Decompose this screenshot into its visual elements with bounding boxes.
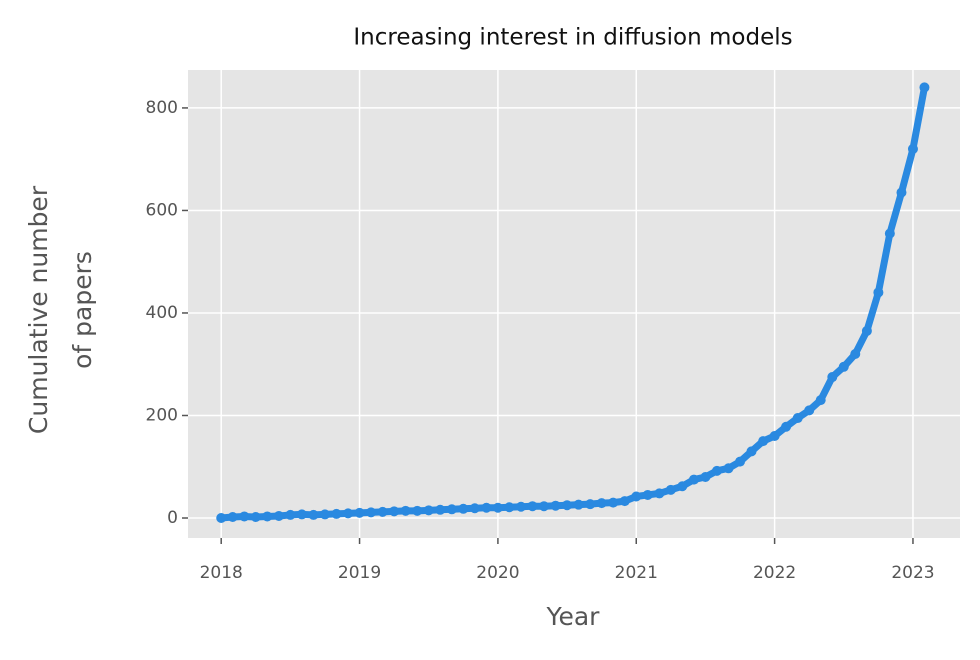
x-axis-label: Year <box>546 602 601 631</box>
y-axis-label-line: of papers <box>68 251 97 369</box>
data-point <box>308 509 319 520</box>
data-point <box>631 491 642 502</box>
y-axis-label: Cumulative number of papers <box>24 185 97 434</box>
data-point <box>769 430 780 441</box>
data-point <box>412 505 423 516</box>
data-point <box>792 413 803 424</box>
data-point <box>573 499 584 510</box>
y-tick-label: 600 <box>146 200 178 220</box>
data-point <box>366 507 377 518</box>
data-point <box>516 501 527 512</box>
data-point <box>481 502 492 513</box>
data-point <box>492 502 503 513</box>
data-point <box>319 509 330 520</box>
data-point <box>642 489 653 500</box>
data-point <box>896 187 907 198</box>
data-point <box>423 505 434 516</box>
data-point <box>596 498 607 509</box>
data-point <box>861 325 872 336</box>
data-point <box>700 472 711 483</box>
data-point <box>804 405 815 416</box>
data-point <box>723 463 734 474</box>
chart-title: Increasing interest in diffusion models <box>353 25 792 51</box>
x-tick-label: 2020 <box>476 563 519 583</box>
data-point <box>884 228 895 239</box>
data-point <box>665 484 676 495</box>
data-point <box>781 421 792 432</box>
data-point <box>343 508 354 519</box>
data-point <box>227 511 238 522</box>
x-tick-label: 2018 <box>200 563 243 583</box>
data-point <box>435 504 446 515</box>
y-tick-label: 200 <box>146 405 178 425</box>
data-point <box>504 502 515 513</box>
data-point <box>677 481 688 492</box>
data-point <box>838 361 849 372</box>
data-point <box>758 436 769 447</box>
data-point <box>711 465 722 476</box>
data-point <box>285 509 296 520</box>
y-tick-label: 0 <box>167 508 178 528</box>
data-point <box>688 474 699 485</box>
data-point <box>331 508 342 519</box>
data-point <box>562 500 573 511</box>
data-point <box>296 509 307 520</box>
data-point <box>654 488 665 499</box>
data-point <box>377 506 388 517</box>
data-point <box>538 501 549 512</box>
data-point <box>585 499 596 510</box>
data-point <box>550 500 561 511</box>
y-tick-label: 800 <box>146 98 178 118</box>
data-point <box>250 511 261 522</box>
x-tick-label: 2023 <box>891 563 934 583</box>
x-tick-label: 2022 <box>753 563 796 583</box>
data-point <box>850 348 861 359</box>
data-point <box>273 510 284 521</box>
data-point <box>389 506 400 517</box>
y-axis-label-line: Cumulative number <box>24 185 53 434</box>
data-point <box>907 143 918 154</box>
data-point <box>469 503 480 514</box>
data-point <box>262 511 273 522</box>
data-point <box>919 82 930 93</box>
plot-area <box>188 70 960 538</box>
x-tick-label: 2019 <box>338 563 381 583</box>
data-point <box>527 501 538 512</box>
data-point <box>735 456 746 467</box>
data-point <box>873 287 884 298</box>
data-point <box>354 507 365 518</box>
data-point <box>619 496 630 507</box>
data-point <box>608 497 619 508</box>
y-tick-label: 400 <box>146 303 178 323</box>
data-point <box>400 505 411 516</box>
x-tick-label: 2021 <box>615 563 658 583</box>
data-point <box>815 395 826 406</box>
data-point <box>746 446 757 457</box>
data-point <box>239 511 250 522</box>
data-point <box>827 372 838 383</box>
data-point <box>216 513 227 524</box>
data-point <box>458 503 469 514</box>
data-point <box>446 504 457 515</box>
